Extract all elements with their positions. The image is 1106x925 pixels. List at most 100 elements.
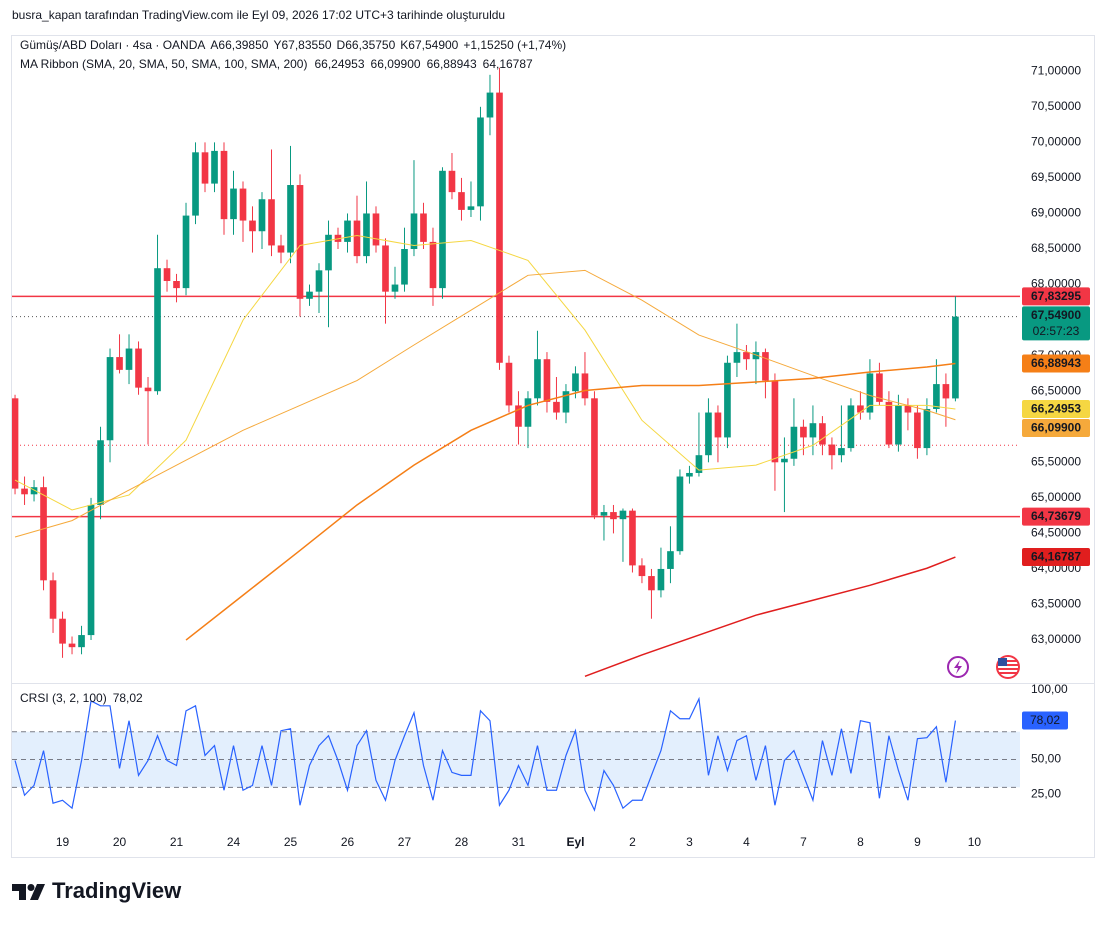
candle-body bbox=[296, 185, 304, 299]
x-tick-label: 28 bbox=[455, 835, 469, 849]
x-tick-label: 19 bbox=[56, 835, 70, 849]
legend-key: K bbox=[400, 38, 408, 52]
candle-body bbox=[391, 284, 399, 292]
candle-body bbox=[515, 405, 522, 427]
candle-body bbox=[448, 170, 456, 193]
alert-icon[interactable] bbox=[947, 656, 969, 678]
candle-body bbox=[876, 373, 883, 402]
candle-body bbox=[353, 220, 361, 257]
price-badge-label: 64,73679 bbox=[1031, 509, 1081, 523]
candle-body bbox=[420, 213, 427, 242]
candle-body bbox=[344, 220, 351, 242]
legend-title: Gümüş/ABD Doları · 4sa · OANDA bbox=[20, 38, 205, 52]
candle-body bbox=[458, 192, 465, 210]
y-tick-label: 64,50000 bbox=[1031, 526, 1081, 540]
y-tick-label: 69,50000 bbox=[1031, 170, 1081, 184]
candle-body bbox=[724, 362, 731, 438]
candle-body bbox=[173, 281, 180, 289]
candle-body bbox=[97, 440, 104, 505]
legend-key: D bbox=[337, 38, 346, 52]
crsi-value: 78,02 bbox=[113, 691, 143, 705]
candle-body bbox=[277, 245, 285, 253]
indicator-value: 66,88943 bbox=[427, 57, 477, 71]
candle-body bbox=[106, 357, 114, 441]
y-tick-label: 66,50000 bbox=[1031, 383, 1081, 397]
candle-body bbox=[781, 458, 788, 463]
candle-body bbox=[239, 188, 247, 221]
x-tick-label: 9 bbox=[914, 835, 921, 849]
candle-body bbox=[952, 316, 959, 399]
x-tick-label: 31 bbox=[512, 835, 526, 849]
candle-body bbox=[429, 241, 437, 289]
y-tick-label: 50,00 bbox=[1031, 752, 1061, 766]
legend-value: 66,35750 bbox=[345, 38, 395, 52]
candle-body bbox=[591, 398, 598, 516]
price-badge bbox=[1022, 306, 1090, 341]
candle-body bbox=[40, 487, 47, 581]
candle-body bbox=[743, 352, 750, 360]
candle-body bbox=[828, 444, 836, 456]
candle-body bbox=[230, 188, 237, 220]
candle-body bbox=[885, 401, 893, 445]
y-tick-label: 63,00000 bbox=[1031, 632, 1081, 646]
y-tick-label: 68,00000 bbox=[1031, 277, 1081, 291]
candle-body bbox=[116, 357, 123, 370]
candle-body bbox=[439, 170, 446, 289]
x-tick-label: 21 bbox=[170, 835, 184, 849]
candle-body bbox=[306, 291, 313, 299]
candle-body bbox=[258, 199, 266, 232]
legend-value: 67,54900 bbox=[408, 38, 458, 52]
x-tick-label: Eyl bbox=[566, 835, 584, 849]
candle-body bbox=[657, 568, 665, 591]
x-tick-label: 26 bbox=[341, 835, 355, 849]
candle-body bbox=[325, 234, 332, 271]
x-tick-label: 20 bbox=[113, 835, 127, 849]
candle-body bbox=[268, 199, 275, 246]
candle-body bbox=[610, 512, 617, 520]
candle-body bbox=[372, 213, 380, 246]
x-tick-label: 25 bbox=[284, 835, 298, 849]
candle-body bbox=[524, 398, 532, 427]
ma-line bbox=[14, 269, 956, 538]
candle-body bbox=[201, 152, 209, 184]
x-tick-label: 3 bbox=[686, 835, 693, 849]
crsi-badge-label: 78,02 bbox=[1030, 713, 1060, 727]
candle-body bbox=[676, 476, 684, 552]
x-tick-label: 2 bbox=[629, 835, 636, 849]
candle-body bbox=[382, 245, 389, 292]
indicator-value: 66,09900 bbox=[371, 57, 421, 71]
candle-body bbox=[220, 150, 228, 220]
ma-line bbox=[14, 234, 956, 511]
y-tick-label: 70,00000 bbox=[1031, 135, 1081, 149]
flag-icon bbox=[996, 655, 1020, 679]
y-tick-label: 65,00000 bbox=[1031, 490, 1081, 504]
ma-line bbox=[185, 362, 956, 641]
price-badge bbox=[1022, 400, 1090, 419]
candle-body bbox=[800, 426, 807, 438]
candle-body bbox=[733, 352, 741, 363]
candle-body bbox=[59, 618, 66, 644]
legend-change: +1,15250 (+1,74%) bbox=[463, 38, 566, 52]
price-badge bbox=[1022, 419, 1090, 438]
legend-value: 66,39850 bbox=[218, 38, 268, 52]
candle-body bbox=[619, 510, 627, 520]
candle-body bbox=[287, 185, 294, 253]
candle-body bbox=[857, 405, 864, 413]
candle-body bbox=[771, 380, 779, 463]
x-tick-label: 27 bbox=[398, 835, 412, 849]
indicator-value: 64,16787 bbox=[483, 57, 533, 71]
x-tick-label: 4 bbox=[743, 835, 750, 849]
candle-body bbox=[78, 635, 85, 648]
price-badge-label: 66,88943 bbox=[1031, 356, 1081, 370]
y-tick-label: 63,50000 bbox=[1031, 597, 1081, 611]
candle-body bbox=[135, 348, 142, 388]
price-badge bbox=[1022, 507, 1090, 526]
y-tick-label: 65,50000 bbox=[1031, 454, 1081, 468]
candle-body bbox=[819, 423, 826, 445]
crsi-title: CRSI (3, 2, 100) bbox=[20, 691, 107, 705]
price-badge bbox=[1022, 548, 1090, 567]
logo-icon bbox=[12, 884, 45, 900]
candle-body bbox=[686, 472, 693, 477]
candle-body bbox=[401, 249, 408, 285]
indicator-title: MA Ribbon (SMA, 20, SMA, 50, SMA, 100, S… bbox=[20, 57, 307, 71]
